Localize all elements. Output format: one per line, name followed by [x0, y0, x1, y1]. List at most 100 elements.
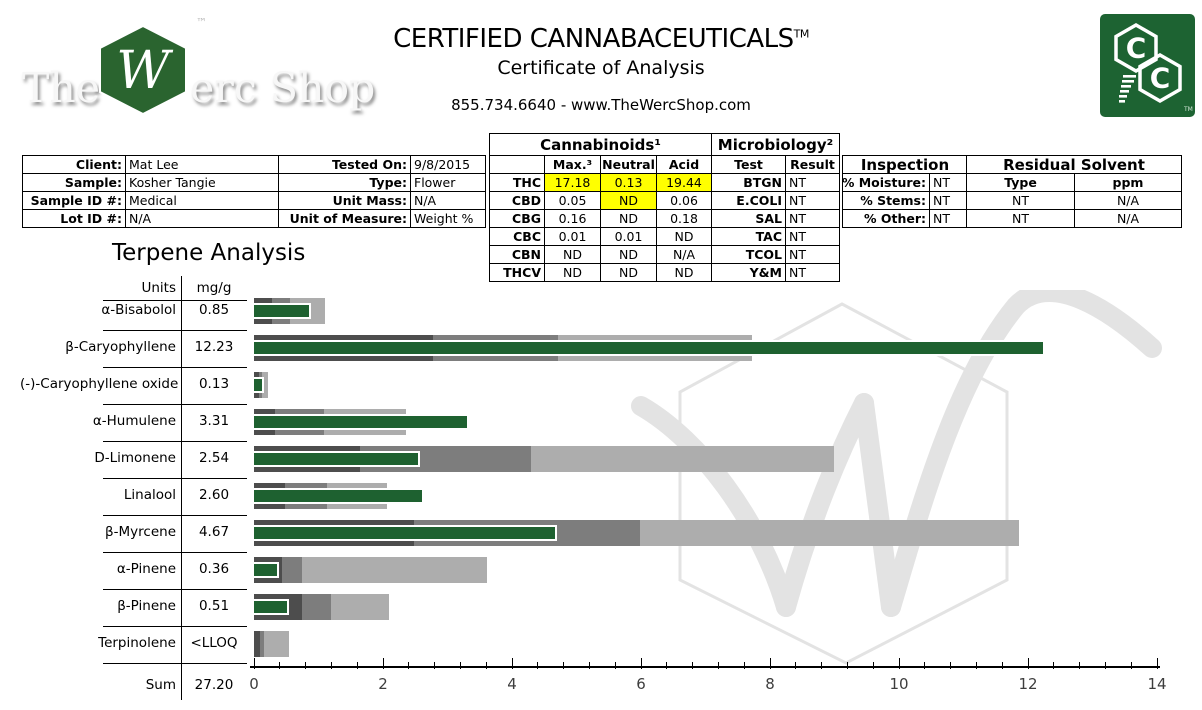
terpene-bullet-bar	[252, 335, 1157, 361]
sample-info-value: N/A	[411, 192, 485, 209]
x-axis-tick-label: 2	[378, 675, 388, 693]
cannabinoid-value: 0.16	[545, 210, 600, 227]
bar-sample-value	[252, 599, 289, 615]
sample-info-label: Unit of Measure:	[279, 210, 410, 227]
terpene-row-label: β-Caryophyllene	[65, 339, 176, 355]
x-axis-minor-tick	[692, 662, 694, 669]
contact-line: 855.734.6640 - www.TheWercShop.com	[451, 96, 751, 114]
x-axis-minor-tick	[459, 662, 461, 669]
werc-logo-w: W	[116, 41, 173, 101]
terpene-row-label: Linalool	[123, 487, 176, 503]
microbiology-column-header: Result	[786, 156, 839, 173]
x-axis-major-tick	[769, 658, 771, 669]
x-axis-minor-tick	[975, 662, 977, 669]
x-axis-tick-label: 0	[249, 675, 259, 693]
terpene-row-label: β-Pinene	[117, 598, 176, 614]
microbiology-test: Y&M	[712, 264, 785, 281]
cannabinoid-value: 0.13	[601, 174, 656, 191]
x-axis-minor-tick	[537, 662, 539, 669]
sample-info-label: Unit Mass:	[279, 192, 410, 209]
terpene-bullet-bar	[252, 409, 1157, 435]
terpene-row-label: (-)-Caryophyllene oxide	[20, 376, 179, 392]
sample-info-label: Lot ID #:	[23, 210, 125, 227]
cannabinoid-value: 0.05	[545, 192, 600, 209]
microbiology-test: TAC	[712, 228, 785, 245]
werc-logo-text-the: The	[22, 64, 101, 112]
x-axis-major-tick	[640, 658, 642, 669]
residual-solvent-column-header: Type	[967, 174, 1074, 191]
x-axis-line	[250, 666, 1160, 668]
cc-logo-letter-top: C	[1126, 32, 1147, 65]
x-axis-minor-tick	[1079, 662, 1081, 669]
x-axis-minor-tick	[1130, 662, 1132, 669]
microbiology-result: NT	[786, 174, 839, 191]
x-axis-minor-tick	[485, 662, 487, 669]
microbiology-table: Microbiology² Test Result BTGN NT E.COLI NT SAL…	[711, 133, 840, 282]
terpene-bullet-bar	[252, 446, 1157, 472]
terpene-row-value: 2.60	[198, 487, 230, 503]
page-title: CERTIFIED CANNABACEUTICALSTM	[301, 24, 901, 54]
terpene-row-value: 4.67	[198, 524, 230, 540]
cannabinoid-value: ND	[601, 192, 656, 209]
x-axis-minor-tick	[821, 662, 823, 669]
page-subtitle: Certificate of Analysis	[497, 57, 705, 79]
cannabinoids-column-header: Max.³	[545, 156, 600, 173]
x-axis-major-tick	[1027, 658, 1029, 669]
inspection-value: NT	[930, 174, 967, 191]
terpene-row-value: 0.36	[198, 561, 230, 577]
terpene-row-label: α-Humulene	[92, 413, 176, 429]
residual-solvent-type: NT	[967, 210, 1074, 227]
inspection-table: Inspection% Moisture: NT% Stems: NT% Other…	[842, 155, 968, 228]
cannabinoid-value: ND	[545, 264, 600, 281]
terpene-bullet-bar	[254, 631, 1157, 657]
sample-info-table: Client: Mat Lee Tested On: 9/8/2015 Sample: K…	[22, 155, 486, 228]
cannabinoid-name: CBC	[490, 228, 544, 245]
terpene-sum-value: 27.20	[194, 677, 234, 693]
x-axis-tick-label: 12	[1018, 675, 1038, 693]
terpene-row-separator	[103, 300, 247, 301]
sample-info-value: 9/8/2015	[411, 156, 485, 173]
cannabinoid-value: ND	[545, 246, 600, 263]
bar-sample-value	[252, 303, 311, 319]
sample-info-value: Kosher Tangie	[126, 174, 278, 191]
terpene-row-label: D-Limonene	[94, 450, 176, 466]
terpene-bullet-bar	[252, 298, 1157, 324]
cannabinoid-value: N/A	[657, 246, 711, 263]
terpene-units-header-value: mg/g	[196, 280, 232, 296]
cannabinoid-value: 0.18	[657, 210, 711, 227]
sample-info-value: Mat Lee	[126, 156, 278, 173]
x-axis-minor-tick	[950, 662, 952, 669]
x-axis-minor-tick	[795, 662, 797, 669]
microbiology-result: NT	[786, 210, 839, 227]
inspection-title: Inspection	[843, 156, 967, 174]
terpene-row-separator	[103, 367, 247, 368]
terpene-row-separator	[103, 589, 247, 590]
terpene-row-value: 0.51	[198, 598, 230, 614]
terpene-row-separator	[103, 626, 247, 627]
page-title-tm: TM	[793, 27, 810, 41]
cannabinoids-title: Cannabinoids¹	[490, 134, 711, 155]
x-axis-minor-tick	[666, 662, 668, 669]
terpene-row-value: 2.54	[198, 450, 230, 466]
cannabinoid-value: 0.01	[601, 228, 656, 245]
x-axis-minor-tick	[330, 662, 332, 669]
microbiology-result: NT	[786, 246, 839, 263]
terpene-table-vertical-rule	[181, 276, 182, 700]
x-axis-minor-tick	[1001, 662, 1003, 669]
x-axis-minor-tick	[614, 662, 616, 669]
terpene-row-separator	[103, 663, 247, 664]
x-axis-minor-tick	[408, 662, 410, 669]
inspection-label: % Stems:	[843, 192, 929, 209]
residual-solvent-ppm: N/A	[1075, 210, 1181, 227]
microbiology-result: NT	[786, 228, 839, 245]
sample-info-value: Flower	[411, 174, 485, 191]
cannabinoid-name: THC	[490, 174, 544, 191]
x-axis-tick-label: 6	[636, 675, 646, 693]
x-axis-minor-tick	[743, 662, 745, 669]
terpene-row-value: 12.23	[194, 339, 234, 355]
terpene-row-separator	[103, 404, 247, 405]
terpene-row-separator	[103, 441, 247, 442]
residual-solvent-type: NT	[967, 192, 1074, 209]
x-axis-tick-label: 4	[507, 675, 517, 693]
x-axis-tick-label: 8	[765, 675, 775, 693]
